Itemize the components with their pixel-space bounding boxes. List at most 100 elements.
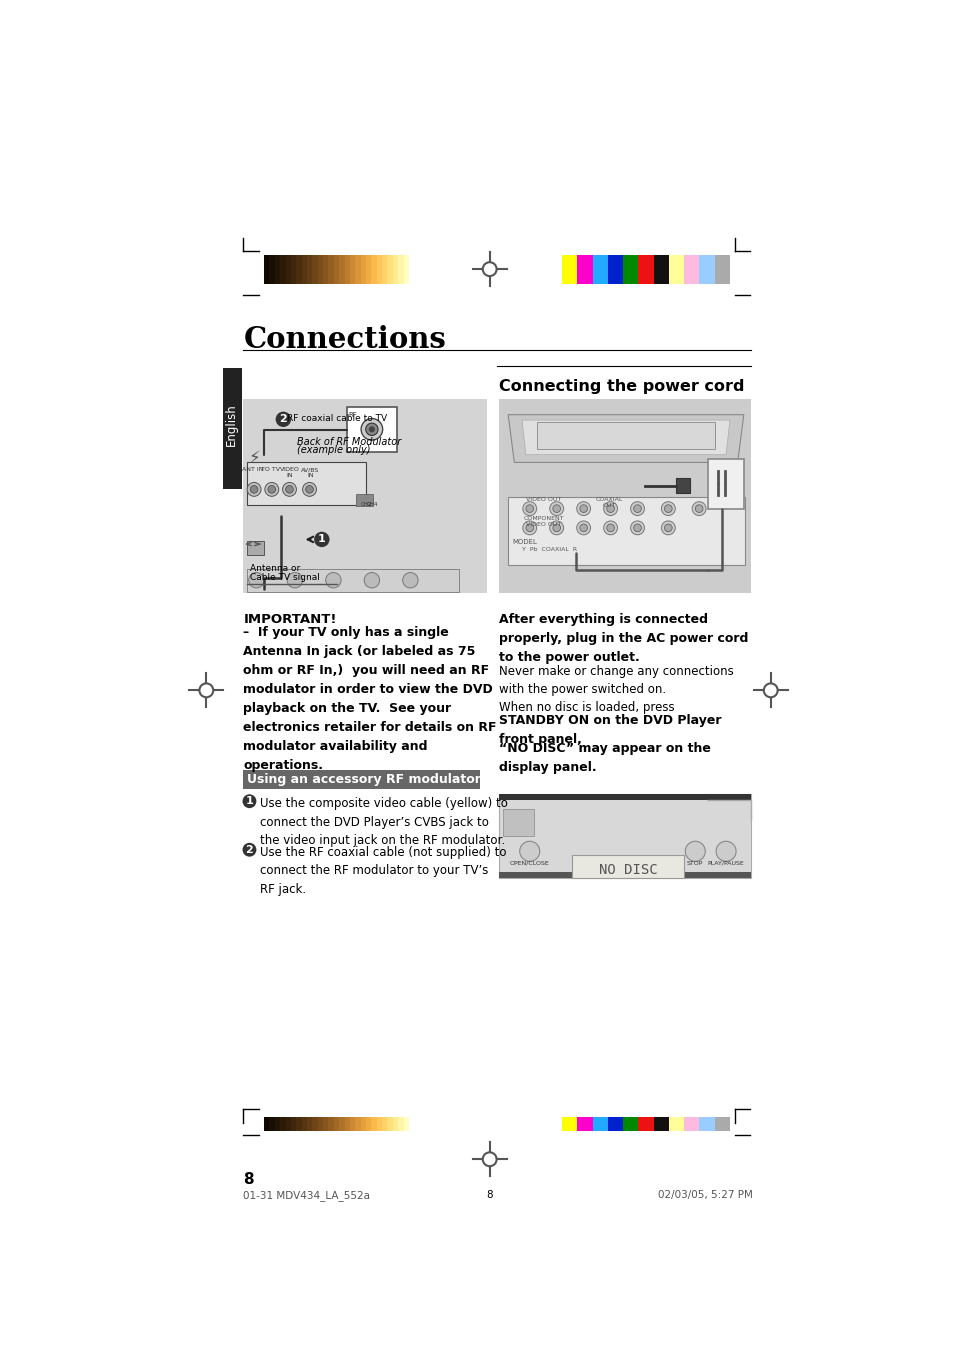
Bar <box>360 254 366 284</box>
Bar <box>498 793 751 878</box>
Bar <box>397 254 403 284</box>
Bar <box>403 1117 409 1131</box>
Bar <box>393 254 397 284</box>
Circle shape <box>242 794 256 808</box>
Bar <box>708 458 743 508</box>
Bar <box>668 254 683 284</box>
Bar <box>247 569 458 592</box>
Text: CH4: CH4 <box>366 501 377 507</box>
Bar <box>683 1117 699 1131</box>
Circle shape <box>606 524 614 532</box>
Bar <box>307 254 312 284</box>
Circle shape <box>549 521 563 535</box>
Circle shape <box>302 482 316 496</box>
Circle shape <box>364 573 379 588</box>
Text: Back of RF Modulator: Back of RF Modulator <box>297 436 401 447</box>
Circle shape <box>603 521 617 535</box>
Text: ANT IN: ANT IN <box>241 467 263 471</box>
Bar <box>296 254 301 284</box>
Bar <box>537 423 714 450</box>
Bar <box>561 1117 577 1131</box>
Circle shape <box>664 524 672 532</box>
Bar <box>387 254 393 284</box>
Circle shape <box>630 501 644 516</box>
Bar <box>312 254 317 284</box>
Bar <box>291 1117 296 1131</box>
Circle shape <box>660 521 675 535</box>
Bar <box>355 254 360 284</box>
Text: Using an accessory RF modulator: Using an accessory RF modulator <box>247 774 480 786</box>
Circle shape <box>606 505 614 512</box>
Circle shape <box>325 573 341 588</box>
Bar <box>393 1117 397 1131</box>
Text: 1: 1 <box>245 796 253 807</box>
Bar <box>371 254 376 284</box>
Circle shape <box>519 842 539 862</box>
Text: VIDEO
IN: VIDEO IN <box>279 467 299 478</box>
Text: English: English <box>225 404 238 446</box>
Bar <box>355 1117 360 1131</box>
Bar <box>323 254 328 284</box>
Bar <box>714 254 729 284</box>
Text: 1: 1 <box>317 535 325 544</box>
Bar <box>264 1117 269 1131</box>
Circle shape <box>282 482 296 496</box>
Bar <box>350 1117 355 1131</box>
Text: TO TV: TO TV <box>260 467 279 471</box>
Bar <box>328 254 334 284</box>
Circle shape <box>247 482 261 496</box>
Bar <box>269 1117 274 1131</box>
Text: 2: 2 <box>245 844 253 855</box>
Circle shape <box>369 426 375 432</box>
Circle shape <box>250 485 257 493</box>
Text: MODEL: MODEL <box>512 539 537 546</box>
Circle shape <box>603 501 617 516</box>
Bar <box>699 254 714 284</box>
Bar <box>269 254 274 284</box>
Bar <box>312 1117 317 1131</box>
Text: COMPONENT
VIDEO OUT: COMPONENT VIDEO OUT <box>523 516 563 527</box>
Bar <box>280 1117 285 1131</box>
Text: Never make or change any connections
with the power switched on.: Never make or change any connections wit… <box>498 665 733 696</box>
Bar <box>592 1117 607 1131</box>
Circle shape <box>549 501 563 516</box>
Bar <box>381 1117 387 1131</box>
Circle shape <box>630 521 644 535</box>
Bar <box>334 1117 339 1131</box>
Bar <box>347 407 396 451</box>
Text: STOP: STOP <box>686 861 702 866</box>
Text: IMPORTANT!: IMPORTANT! <box>243 612 336 626</box>
Text: “NO DISC” may appear on the
display panel.: “NO DISC” may appear on the display pane… <box>498 742 710 774</box>
Text: 02/03/05, 5:27 PM: 02/03/05, 5:27 PM <box>658 1190 752 1200</box>
Circle shape <box>242 843 256 857</box>
Text: –  If your TV only has a single
Antenna In jack (or labeled as 75
ohm or RF In,): – If your TV only has a single Antenna I… <box>243 627 497 773</box>
Bar <box>403 254 409 284</box>
Circle shape <box>577 501 590 516</box>
Bar <box>683 254 699 284</box>
Text: COAXIAL
OUT: COAXIAL OUT <box>595 497 622 508</box>
Circle shape <box>522 521 537 535</box>
Text: Use the RF coaxial cable (not supplied) to
connect the RF modulator to your TV’s: Use the RF coaxial cable (not supplied) … <box>260 846 506 896</box>
Bar <box>607 1117 622 1131</box>
Circle shape <box>684 842 704 862</box>
Bar <box>334 254 339 284</box>
Bar <box>577 254 592 284</box>
Text: After everything is connected
properly, plug in the AC power cord
to the power o: After everything is connected properly, … <box>498 612 747 663</box>
Circle shape <box>695 505 702 512</box>
Bar <box>676 478 689 493</box>
Bar <box>653 1117 668 1131</box>
Text: (example only): (example only) <box>297 446 371 455</box>
Circle shape <box>249 573 264 588</box>
Circle shape <box>692 501 705 516</box>
Bar <box>498 793 751 800</box>
Bar <box>328 1117 334 1131</box>
Bar <box>508 497 744 565</box>
Text: VIDEO OUT: VIDEO OUT <box>525 497 560 503</box>
Bar <box>409 254 414 284</box>
Circle shape <box>287 573 302 588</box>
Bar <box>323 1117 328 1131</box>
Bar <box>317 254 323 284</box>
Bar <box>366 1117 371 1131</box>
Bar <box>381 254 387 284</box>
Bar <box>699 1117 714 1131</box>
